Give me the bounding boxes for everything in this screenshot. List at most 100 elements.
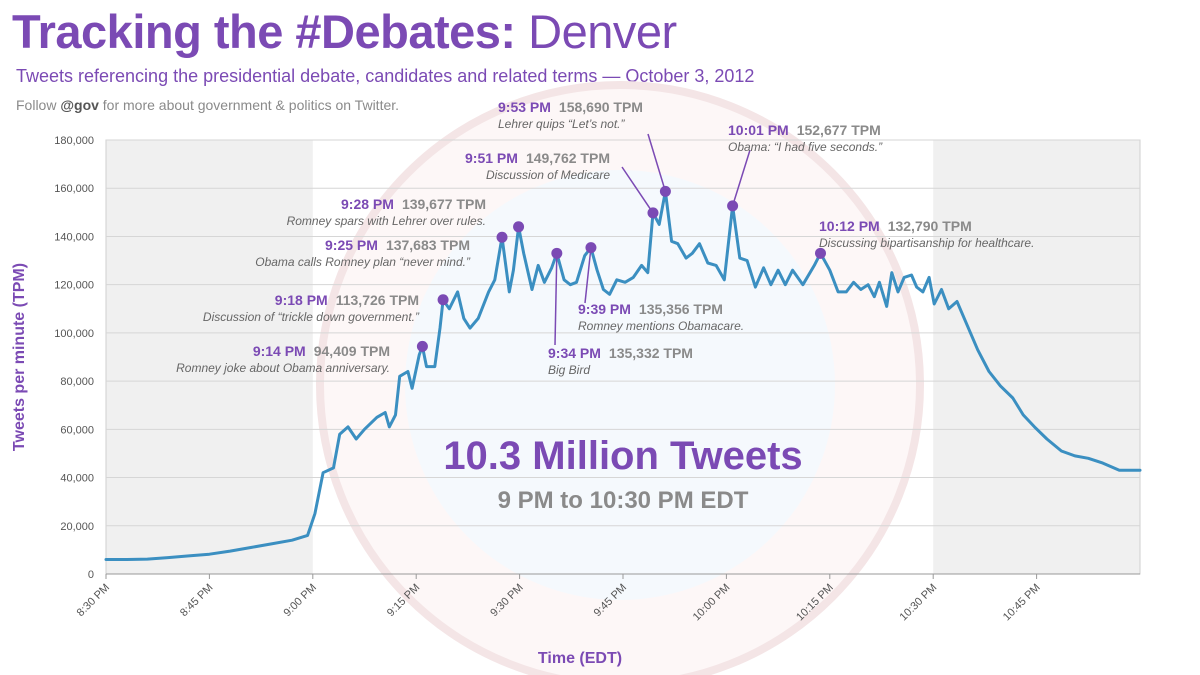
title-city: Denver bbox=[528, 5, 677, 58]
y-axis-title: Tweets per minute (TPM) bbox=[11, 263, 28, 451]
annotation-time: 10:12 PM bbox=[819, 218, 880, 234]
annotation-tpm: 94,409 TPM bbox=[314, 343, 390, 359]
annotation-time: 9:28 PM bbox=[341, 196, 394, 212]
peak-marker-dot bbox=[416, 340, 428, 352]
y-axis-ticks: 0 20,000 40,000 60,000 80,000 100,000 120,000 1… bbox=[54, 135, 94, 581]
peak-marker-dot bbox=[814, 247, 826, 259]
annotation-1012pm: 10:12 PM 132,790 TPM Discussing bipartisan… bbox=[814, 218, 1034, 259]
annotation-description: Big Bird bbox=[548, 363, 590, 377]
follow-suffix: for more about government & politics on … bbox=[102, 97, 400, 113]
annotation-leader bbox=[554, 253, 558, 346]
x-tick-label: 10:45 PM bbox=[1001, 582, 1043, 624]
annotation-tpm: 137,683 TPM bbox=[386, 237, 470, 253]
annotation-914pm: 9:14 PM 94,409 TPM Romney joke about Obama… bbox=[176, 340, 428, 375]
annotation-leader bbox=[731, 149, 751, 207]
y-tick-label: 160,000 bbox=[54, 183, 94, 195]
y-tick-label: 80,000 bbox=[60, 376, 94, 388]
series-line-group bbox=[104, 189, 1142, 561]
y-tick-label: 20,000 bbox=[60, 521, 94, 533]
annotation-leader bbox=[621, 166, 654, 214]
total-tweets-label: 10.3 Million Tweets bbox=[443, 434, 802, 478]
total-callout: 10.3 Million Tweets 9 PM to 10:30 PM EDT bbox=[443, 434, 802, 514]
peak-marker-dot bbox=[585, 242, 597, 254]
annotation-heading: 9:18 PM 113,726 TPM bbox=[275, 292, 419, 308]
annotation-953pm: 9:53 PM 158,690 TPM Lehrer quips “Let’s no… bbox=[498, 99, 671, 197]
annotation-951pm: 9:51 PM 149,762 TPM Discussion of Medicare bbox=[465, 150, 659, 219]
annotation-934pm: 9:34 PM 135,332 TPM Big Bird bbox=[548, 247, 693, 377]
annotation-description: Obama: “I had five seconds.” bbox=[728, 140, 883, 154]
title-main: Tracking the #Debates: bbox=[12, 5, 516, 58]
annotation-description: Lehrer quips “Let’s not.” bbox=[498, 117, 626, 131]
annotation-tpm: 158,690 TPM bbox=[559, 99, 643, 115]
annotation-time: 9:39 PM bbox=[578, 301, 631, 317]
annotation-heading: 9:28 PM 139,677 TPM bbox=[341, 196, 486, 212]
annotation-tpm: 149,762 TPM bbox=[526, 150, 610, 166]
gov-handle-link[interactable]: @gov bbox=[60, 97, 99, 113]
annotation-description: Discussion of “trickle down government.” bbox=[203, 310, 420, 324]
annotation-description: Romney spars with Lehrer over rules. bbox=[287, 214, 486, 228]
annotation-heading: 9:39 PM 135,356 TPM bbox=[578, 301, 723, 317]
annotation-939pm: 9:39 PM 135,356 TPM Romney mentions Obamac… bbox=[578, 242, 744, 333]
peak-marker-dot bbox=[496, 231, 508, 243]
annotation-description: Obama calls Romney plan “never mind.” bbox=[255, 255, 471, 269]
peak-marker-dot bbox=[513, 221, 525, 233]
annotation-heading: 9:14 PM 94,409 TPM bbox=[253, 343, 390, 359]
annotation-time: 9:25 PM bbox=[325, 237, 378, 253]
pre-debate-shade bbox=[106, 140, 313, 574]
annotation-time: 9:53 PM bbox=[498, 99, 551, 115]
y-tick-label: 100,000 bbox=[54, 328, 94, 340]
post-debate-shade bbox=[933, 140, 1140, 574]
annotation-heading: 9:25 PM 137,683 TPM bbox=[325, 237, 470, 253]
watermark-inner-icon bbox=[405, 170, 835, 600]
annotation-heading: 10:01 PM 152,677 TPM bbox=[728, 122, 881, 138]
annotation-1001pm: 10:01 PM 152,677 TPM Obama: “I had five se… bbox=[727, 122, 883, 212]
annotation-time: 9:14 PM bbox=[253, 343, 306, 359]
y-tick-label: 40,000 bbox=[60, 473, 94, 485]
annotation-description: Discussing bipartisanship for healthcare… bbox=[819, 236, 1034, 250]
annotation-leader bbox=[647, 133, 667, 192]
annotation-tpm: 135,356 TPM bbox=[639, 301, 723, 317]
annotation-tpm: 113,726 TPM bbox=[336, 292, 419, 308]
debate-window-shade bbox=[105, 139, 1141, 575]
annotation-925pm: 9:25 PM 137,683 TPM Obama calls Romney pla… bbox=[255, 231, 508, 269]
y-tick-label: 120,000 bbox=[54, 280, 94, 292]
annotation-heading: 9:51 PM 149,762 TPM bbox=[465, 150, 610, 166]
peak-marker-dot bbox=[647, 207, 659, 219]
x-tick-label: 8:30 PM bbox=[75, 582, 112, 619]
annotation-928pm: 9:28 PM 139,677 TPM Romney spars with Lehr… bbox=[287, 196, 525, 233]
peak-marker-dot bbox=[437, 294, 449, 306]
annotation-heading: 9:53 PM 158,690 TPM bbox=[498, 99, 643, 115]
annotation-heading: 9:34 PM 135,332 TPM bbox=[548, 345, 693, 361]
peak-marker-dot bbox=[727, 200, 739, 212]
annotation-leader bbox=[584, 247, 592, 304]
annotation-description: Discussion of Medicare bbox=[486, 168, 610, 182]
annotation-tpm: 132,790 TPM bbox=[888, 218, 972, 234]
y-tick-label: 0 bbox=[88, 569, 94, 581]
annotations: 9:14 PM 94,409 TPM Romney joke about Obama… bbox=[176, 99, 1034, 377]
x-tick-label: 8:45 PM bbox=[178, 582, 215, 619]
annotation-tpm: 135,332 TPM bbox=[609, 345, 693, 361]
title-block: Tracking the #Debates: Denver bbox=[12, 2, 677, 62]
time-window-label: 9 PM to 10:30 PM EDT bbox=[498, 487, 749, 514]
follow-note: Follow @gov for more about government & … bbox=[16, 97, 399, 113]
annotation-description: Romney mentions Obamacare. bbox=[578, 319, 744, 333]
annotation-description: Romney joke about Obama anniversary. bbox=[176, 361, 390, 375]
x-tick-label: 9:00 PM bbox=[281, 582, 318, 619]
annotation-time: 9:18 PM bbox=[275, 292, 328, 308]
follow-prefix: Follow bbox=[16, 97, 57, 113]
peak-marker-dot bbox=[659, 185, 671, 197]
annotation-time: 10:01 PM bbox=[728, 122, 789, 138]
annotation-tpm: 152,677 TPM bbox=[797, 122, 881, 138]
annotation-heading: 10:12 PM 132,790 TPM bbox=[819, 218, 972, 234]
x-tick-label: 10:30 PM bbox=[898, 582, 940, 624]
series-line bbox=[104, 189, 1142, 561]
annotation-tpm: 139,677 TPM bbox=[402, 196, 486, 212]
page-title: Tracking the #Debates: Denver bbox=[12, 2, 677, 62]
annotation-918pm: 9:18 PM 113,726 TPM Discussion of “trickle… bbox=[203, 292, 449, 324]
peak-marker-dot bbox=[551, 247, 563, 259]
y-tick-label: 60,000 bbox=[60, 424, 94, 436]
annotation-time: 9:51 PM bbox=[465, 150, 518, 166]
x-axis-title: Time (EDT) bbox=[538, 650, 622, 667]
chart-subtitle: Tweets referencing the presidential deba… bbox=[16, 66, 755, 86]
